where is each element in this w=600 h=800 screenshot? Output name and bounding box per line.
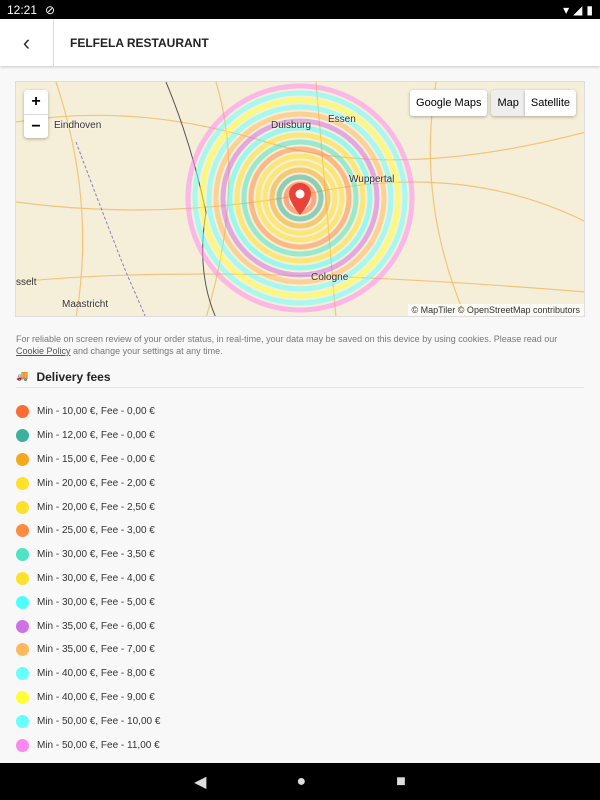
delivery-fee-item: Min - 15,00 €, Fee - 0,00 € <box>16 448 160 472</box>
delivery-zone-ring <box>185 83 415 313</box>
delivery-fee-item: Min - 30,00 €, Fee - 5,00 € <box>16 590 160 614</box>
app-header: ‹ FELFELA RESTAURANT <box>0 19 600 66</box>
zone-color-dot <box>16 548 29 562</box>
zone-color-dot <box>16 738 29 752</box>
map-label: Essen <box>328 114 356 125</box>
map-label: Maastricht <box>62 299 109 310</box>
map-label: sselt <box>16 277 37 288</box>
delivery-fee-item: Min - 12,00 €, Fee - 0,00 € <box>16 424 160 448</box>
map-canvas <box>16 82 584 316</box>
delivery-zone-ring <box>262 160 338 236</box>
delivery-zone-ring <box>241 139 359 257</box>
map-type-toggle: Map Satellite <box>491 90 576 116</box>
delivery-fee-label: Min - 50,00 €, Fee - 11,00 € <box>37 739 160 751</box>
zone-color-dot <box>16 524 29 538</box>
delivery-map[interactable]: + − Google Maps Map Satellite Duisburg E… <box>15 81 585 317</box>
map-type-controls: Google Maps Map Satellite <box>410 90 576 116</box>
delivery-fee-label: Min - 40,00 €, Fee - 8,00 € <box>37 668 155 680</box>
delivery-fee-label: Min - 15,00 €, Fee - 0,00 € <box>37 453 155 465</box>
zoom-controls: + − <box>24 90 48 138</box>
delivery-zone-ring <box>220 118 380 278</box>
delivery-zone-ring <box>269 167 331 229</box>
delivery-zone-ring <box>199 97 401 299</box>
zoom-in-button[interactable]: + <box>31 93 41 110</box>
delivery-zone-ring <box>255 153 345 243</box>
chevron-left-icon: ‹ <box>22 29 31 55</box>
google-maps-button[interactable]: Google Maps <box>410 90 488 116</box>
delivery-fee-label: Min - 30,00 €, Fee - 3,50 € <box>37 549 155 561</box>
home-nav-icon[interactable]: ● <box>296 772 307 790</box>
zone-color-dot <box>16 643 29 657</box>
delivery-fees-heading: 🚚 Delivery fees <box>16 366 584 388</box>
delivery-fee-label: Min - 20,00 €, Fee - 2,50 € <box>37 501 155 513</box>
zone-color-dot <box>16 667 29 681</box>
status-bar: 12:21 ⊘ ▾ ◢ ▮ <box>0 0 600 19</box>
map-label: Wuppertal <box>349 174 395 185</box>
cookie-policy-link[interactable]: Cookie Policy <box>16 346 71 356</box>
delivery-fee-item: Min - 50,00 €, Fee - 11,00 € <box>16 733 160 757</box>
zone-color-dot <box>16 476 29 490</box>
delivery-fee-item: Min - 30,00 €, Fee - 4,00 € <box>16 567 160 591</box>
zoom-out-button[interactable]: − <box>24 114 48 138</box>
zone-color-dot <box>16 500 29 514</box>
map-attribution: © MapTiler © OpenStreetMap contributors <box>407 304 584 316</box>
delivery-fee-item: Min - 25,00 €, Fee - 3,00 € <box>16 519 160 543</box>
back-button[interactable]: ‹ <box>0 19 54 66</box>
map-type-map-button[interactable]: Map <box>491 90 525 116</box>
delivery-zone-ring <box>234 132 366 264</box>
delivery-zone-ring <box>248 146 352 250</box>
delivery-fee-item: Min - 20,00 €, Fee - 2,00 € <box>16 471 160 495</box>
zone-color-dot <box>16 714 29 728</box>
zone-color-dot <box>16 452 29 466</box>
zone-color-dot <box>16 571 29 585</box>
delivery-fee-item: Min - 35,00 €, Fee - 6,00 € <box>16 614 160 638</box>
delivery-fee-label: Min - 25,00 €, Fee - 3,00 € <box>37 525 155 537</box>
map-label: Eindhoven <box>54 120 102 131</box>
delivery-fee-label: Min - 40,00 €, Fee - 9,00 € <box>37 691 155 703</box>
delivery-fee-item: Min - 35,00 €, Fee - 7,00 € <box>16 638 160 662</box>
clock: 12:21 <box>7 2 38 17</box>
delivery-fee-item: Min - 50,00 €, Fee - 10,00 € <box>16 709 160 733</box>
signal-icon: ◢ <box>573 2 583 17</box>
delivery-fee-item: Min - 10,00 €, Fee - 0,00 € <box>16 400 160 424</box>
android-nav-bar: ◀ ● ■ <box>0 763 600 800</box>
delivery-fee-label: Min - 50,00 €, Fee - 10,00 € <box>37 715 161 727</box>
delivery-fee-item: Min - 40,00 €, Fee - 8,00 € <box>16 662 160 686</box>
back-nav-icon[interactable]: ◀ <box>194 773 207 791</box>
page-title: FELFELA RESTAURANT <box>70 35 209 50</box>
delivery-fee-label: Min - 35,00 €, Fee - 6,00 € <box>37 620 155 632</box>
delivery-zone-ring <box>276 174 324 222</box>
map-label: Cologne <box>311 272 349 283</box>
delivery-fee-item: Min - 40,00 €, Fee - 9,00 € <box>16 686 160 710</box>
delivery-fee-label: Min - 20,00 €, Fee - 2,00 € <box>37 477 155 489</box>
delivery-fee-label: Min - 30,00 €, Fee - 4,00 € <box>37 572 155 584</box>
recents-nav-icon[interactable]: ■ <box>396 772 406 790</box>
delivery-fee-item: Min - 20,00 €, Fee - 2,50 € <box>16 495 160 519</box>
map-type-satellite-button[interactable]: Satellite <box>524 90 576 116</box>
delivery-zone-ring <box>213 111 387 285</box>
map-label: Duisburg <box>271 120 312 131</box>
zone-color-dot <box>16 595 29 609</box>
zone-color-dot <box>16 429 29 443</box>
battery-icon: ▮ <box>586 2 593 17</box>
delivery-zone-ring <box>192 90 408 306</box>
delivery-fee-item: Min - 30,00 €, Fee - 3,50 € <box>16 543 160 567</box>
location-marker-icon[interactable] <box>288 182 312 216</box>
delivery-fee-list: Min - 10,00 €, Fee - 0,00 € Min - 12,00 €… <box>16 400 160 757</box>
delivery-fee-label: Min - 10,00 €, Fee - 0,00 € <box>37 406 155 418</box>
cookie-notice: For reliable on screen review of your or… <box>16 334 558 356</box>
delivery-fee-label: Min - 30,00 €, Fee - 5,00 € <box>37 596 155 608</box>
delivery-zone-ring <box>206 104 394 292</box>
delivery-fee-label: Min - 12,00 €, Fee - 0,00 € <box>37 430 155 442</box>
delivery-fee-label: Min - 35,00 €, Fee - 7,00 € <box>37 644 155 656</box>
wifi-icon: ▾ <box>563 2 570 17</box>
zone-color-dot <box>16 619 29 633</box>
zone-color-dot <box>16 690 29 704</box>
delivery-zone-ring <box>227 125 373 271</box>
truck-icon: 🚚 <box>16 371 29 382</box>
sync-icon: ⊘ <box>45 2 56 17</box>
zone-color-dot <box>16 405 29 419</box>
